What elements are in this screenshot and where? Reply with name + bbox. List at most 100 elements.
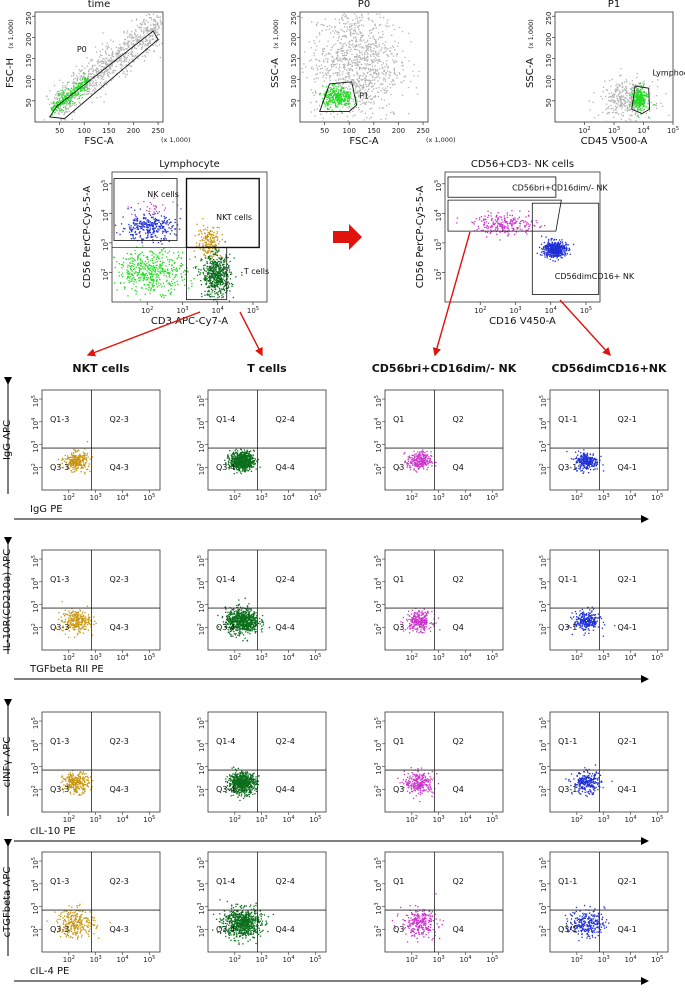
data-point <box>315 92 317 94</box>
data-point <box>219 276 221 278</box>
data-point <box>524 225 526 227</box>
data-point <box>202 273 205 275</box>
data-point <box>388 103 390 105</box>
data-point <box>199 229 202 231</box>
data-point <box>374 96 377 98</box>
data-point <box>65 109 67 111</box>
data-point <box>500 216 502 218</box>
data-point <box>357 33 359 36</box>
data-point <box>90 60 92 62</box>
data-point <box>157 24 159 26</box>
data-point <box>334 25 336 28</box>
data-point <box>82 72 85 74</box>
data-point <box>159 19 161 21</box>
data-point <box>131 231 133 233</box>
data-point <box>221 289 223 291</box>
data-point <box>128 280 130 282</box>
data-point <box>631 114 633 116</box>
data-point <box>634 94 636 96</box>
data-point <box>358 68 361 70</box>
data-point <box>515 222 517 224</box>
data-point <box>618 85 620 87</box>
data-point <box>207 240 210 242</box>
data-point <box>514 222 516 225</box>
data-point <box>625 88 627 90</box>
data-point <box>95 88 97 90</box>
data-point <box>52 106 54 109</box>
data-point <box>335 98 337 100</box>
data-point <box>196 265 198 268</box>
data-point <box>148 37 150 39</box>
data-point <box>328 108 330 110</box>
data-point <box>201 295 203 298</box>
data-point <box>65 96 67 98</box>
data-point <box>81 83 83 86</box>
data-point <box>370 63 372 65</box>
data-point <box>606 89 608 91</box>
data-point <box>143 213 145 215</box>
data-point <box>342 100 344 102</box>
data-point <box>220 280 222 282</box>
data-point <box>328 52 330 54</box>
data-point <box>193 278 195 280</box>
data-point <box>73 111 76 113</box>
data-point <box>162 294 164 296</box>
data-point <box>360 19 362 21</box>
data-point <box>632 84 634 86</box>
data-point <box>143 283 145 286</box>
data-point <box>213 283 216 286</box>
data-point <box>208 245 210 248</box>
data-point <box>223 261 225 263</box>
data-point <box>639 102 641 104</box>
data-point <box>641 102 643 104</box>
data-point <box>118 49 120 52</box>
data-point <box>535 220 537 222</box>
data-point <box>66 92 68 95</box>
data-point <box>509 214 511 216</box>
data-point <box>383 69 385 72</box>
data-point <box>318 60 320 62</box>
data-point <box>355 15 357 17</box>
data-point <box>141 225 143 228</box>
data-point <box>126 32 128 34</box>
data-point <box>341 52 343 55</box>
data-point <box>396 77 398 79</box>
data-point <box>550 254 553 257</box>
data-point <box>66 111 68 113</box>
data-point <box>141 260 143 262</box>
data-point <box>201 239 203 241</box>
data-point <box>213 296 215 298</box>
data-point <box>346 16 348 18</box>
data-point <box>134 224 136 226</box>
data-point <box>344 42 346 44</box>
data-point <box>631 87 633 89</box>
data-point <box>211 268 213 270</box>
data-point <box>396 53 399 55</box>
data-point <box>336 52 338 54</box>
data-point <box>210 283 212 285</box>
data-point <box>138 277 140 279</box>
data-point <box>68 89 70 91</box>
data-point <box>222 267 224 269</box>
data-point <box>69 93 72 95</box>
gate-label: NK cells <box>147 190 179 199</box>
data-point <box>149 251 151 253</box>
data-point <box>154 269 156 272</box>
data-point <box>99 50 101 52</box>
data-point <box>57 112 59 115</box>
data-point <box>341 19 344 21</box>
data-point <box>230 282 233 285</box>
data-point <box>640 103 642 105</box>
data-point <box>64 89 66 91</box>
data-point <box>160 296 163 298</box>
data-point <box>62 92 64 94</box>
x-tick-label: 200 <box>127 127 140 135</box>
data-point <box>182 271 185 273</box>
data-point <box>345 76 347 78</box>
data-point <box>393 112 395 114</box>
data-point <box>620 118 622 120</box>
data-point <box>204 232 206 234</box>
data-point <box>209 230 211 232</box>
data-point <box>145 27 147 29</box>
data-point <box>323 93 325 95</box>
